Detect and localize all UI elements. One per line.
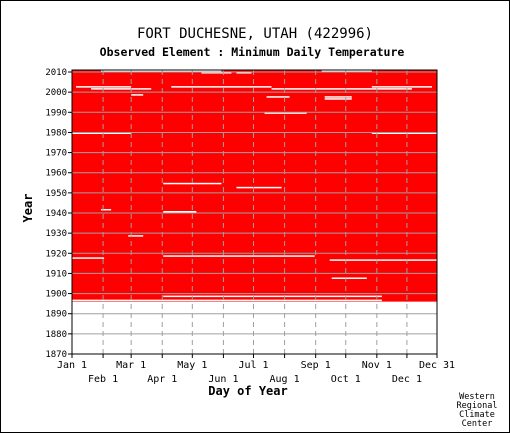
y-tick-label: 1900 xyxy=(45,290,67,300)
x-tick-label: Jul 1 xyxy=(238,360,268,371)
y-tick-label: 2010 xyxy=(45,68,67,78)
x-axis-label: Day of Year xyxy=(208,384,287,398)
missing-data-gap xyxy=(101,70,222,72)
missing-data-gap xyxy=(236,186,282,189)
y-tick-label: 2000 xyxy=(45,88,67,98)
x-tick-label: Jan 1 xyxy=(57,360,87,371)
y-tick-label: 1920 xyxy=(45,249,67,259)
credit-line-4: Center xyxy=(462,419,493,429)
missing-data-gap xyxy=(324,96,352,98)
x-tick-label: Sep 1 xyxy=(301,360,331,371)
missing-data-gap xyxy=(236,72,252,74)
missing-data-gap xyxy=(371,132,437,134)
missing-data-gap xyxy=(163,182,222,185)
plot-border xyxy=(71,69,438,355)
x-tick-label: May 1 xyxy=(177,360,207,371)
x-tick-label: Dec 31 xyxy=(419,360,455,371)
missing-data-gap xyxy=(264,112,307,114)
x-tick-label: Feb 1 xyxy=(88,374,118,385)
missing-data-gap xyxy=(324,98,352,100)
missing-data-gap xyxy=(171,86,272,88)
chart-subtitle: Observed Element : Minimum Daily Tempera… xyxy=(100,45,405,59)
y-tick-label: 1870 xyxy=(45,350,67,360)
y-tick-label: 1950 xyxy=(45,189,67,199)
y-tick-label: 1940 xyxy=(45,209,67,219)
missing-data-gap xyxy=(266,96,290,98)
x-tick-label: Oct 1 xyxy=(331,374,361,385)
plot-area xyxy=(72,70,437,302)
credit-line-3: Climate xyxy=(459,410,495,420)
x-tick-label: Dec 1 xyxy=(392,374,422,385)
missing-data-gap xyxy=(163,295,382,298)
chart-title: FORT DUCHESNE, UTAH (422996) xyxy=(137,26,373,42)
credit-line-2: Regional xyxy=(457,401,498,411)
missing-data-gap xyxy=(72,257,105,259)
x-tick-label: Mar 1 xyxy=(116,360,146,371)
missing-data-gap xyxy=(163,255,315,257)
credit-block: Western Regional Climate Center xyxy=(457,392,498,429)
missing-data-gap xyxy=(91,88,152,90)
y-tick-label: 1960 xyxy=(45,169,67,179)
y-tick-label: 1970 xyxy=(45,149,67,159)
y-tick-label: 1890 xyxy=(45,310,67,320)
x-tick-label: Apr 1 xyxy=(147,374,177,385)
x-tick-label: Nov 1 xyxy=(362,360,392,371)
missing-data-gap xyxy=(76,86,132,88)
missing-data-gap xyxy=(321,70,372,72)
y-tick-label: 1980 xyxy=(45,128,67,138)
missing-data-gap xyxy=(72,299,382,302)
y-axis-label: Year xyxy=(21,194,35,223)
missing-data-gap xyxy=(72,132,132,134)
credit-line-1: Western xyxy=(459,392,495,402)
missing-data-gap xyxy=(371,86,432,88)
y-tick-label: 1910 xyxy=(45,269,67,279)
observed-data-block xyxy=(72,70,437,302)
x-tick-label: Aug 1 xyxy=(270,374,300,385)
y-tick-label: 1990 xyxy=(45,108,67,118)
missing-data-gap xyxy=(331,277,367,279)
missing-data-gap xyxy=(128,235,144,237)
missing-data-gap xyxy=(201,72,232,74)
x-tick-label: Jun 1 xyxy=(208,374,238,385)
axes: 2010 2000 1990 1980 1970 1960 1950 1940 1930 1920… xyxy=(45,68,455,385)
y-tick-label: 1880 xyxy=(45,330,67,340)
missing-data-gap xyxy=(271,88,412,90)
missing-data-gap xyxy=(329,259,437,261)
missing-data-gap xyxy=(131,94,144,96)
missing-data-gap xyxy=(101,208,112,211)
missing-data-gap xyxy=(163,210,197,213)
y-tick-label: 1930 xyxy=(45,229,67,239)
